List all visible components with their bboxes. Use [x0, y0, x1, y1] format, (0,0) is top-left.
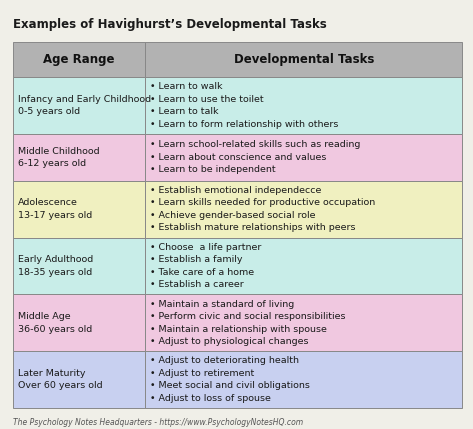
Text: Middle Age
36-60 years old: Middle Age 36-60 years old — [18, 312, 92, 333]
Text: The Psychology Notes Headquarters - https://www.PsychologyNotesHQ.com: The Psychology Notes Headquarters - http… — [13, 418, 303, 427]
Bar — [13, 181, 146, 238]
Text: Early Adulthood
18-35 years old: Early Adulthood 18-35 years old — [18, 255, 93, 277]
Bar — [146, 134, 462, 181]
Text: • Adjust to deteriorating health
• Adjust to retirement
• Meet social and civil : • Adjust to deteriorating health • Adjus… — [150, 356, 310, 403]
Bar — [13, 238, 146, 294]
Text: Later Maturity
Over 60 years old: Later Maturity Over 60 years old — [18, 369, 103, 390]
Bar — [13, 134, 146, 181]
Bar — [146, 77, 462, 134]
Bar — [146, 294, 462, 351]
Bar — [13, 294, 146, 351]
Text: Examples of Havighurst’s Developmental Tasks: Examples of Havighurst’s Developmental T… — [13, 18, 327, 31]
Bar — [146, 42, 462, 77]
Text: Age Range: Age Range — [44, 53, 115, 66]
Text: • Maintain a standard of living
• Perform civic and social responsibilities
• Ma: • Maintain a standard of living • Perfor… — [150, 299, 346, 346]
Bar — [146, 181, 462, 238]
Text: Infancy and Early Childhood
0-5 years old: Infancy and Early Childhood 0-5 years ol… — [18, 95, 151, 116]
Text: Middle Childhood
6-12 years old: Middle Childhood 6-12 years old — [18, 147, 100, 168]
Text: • Establish emotional independecce
• Learn skills needed for productive occupati: • Establish emotional independecce • Lea… — [150, 186, 376, 233]
Bar — [13, 77, 146, 134]
Bar — [13, 351, 146, 408]
Text: • Learn to walk
• Learn to use the toilet
• Learn to talk
• Learn to form relati: • Learn to walk • Learn to use the toile… — [150, 82, 339, 129]
Bar — [13, 42, 146, 77]
Bar — [146, 351, 462, 408]
Text: • Choose  a life partner
• Establish a family
• Take care of a home
• Establish : • Choose a life partner • Establish a fa… — [150, 243, 262, 289]
Text: • Learn school-related skills such as reading
• Learn about conscience and value: • Learn school-related skills such as re… — [150, 140, 361, 174]
Text: Developmental Tasks: Developmental Tasks — [234, 53, 374, 66]
Text: Adolescence
13-17 years old: Adolescence 13-17 years old — [18, 198, 92, 220]
Bar — [146, 238, 462, 294]
